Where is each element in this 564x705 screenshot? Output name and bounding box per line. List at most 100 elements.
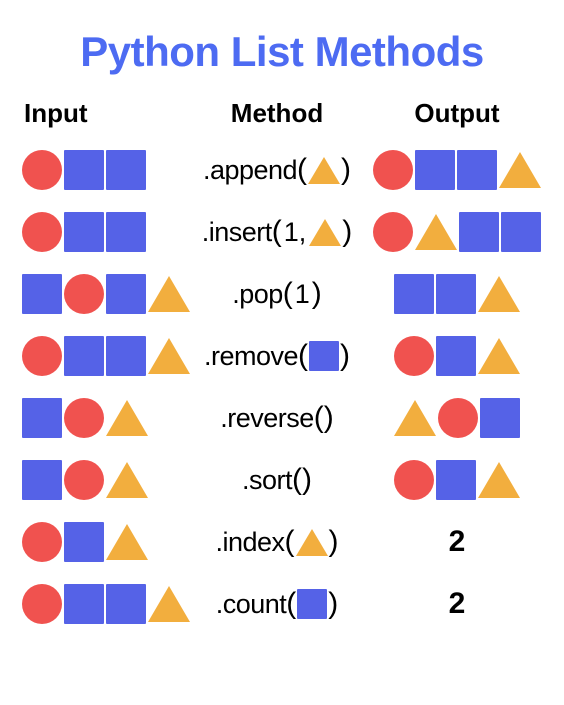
output-value: 2 [449, 587, 466, 621]
square-icon [480, 398, 520, 438]
circle-icon [22, 212, 62, 252]
square-icon [436, 460, 476, 500]
square-icon [459, 212, 499, 252]
table-row: .append() [22, 139, 542, 201]
circle-icon [22, 522, 62, 562]
input-cell [22, 336, 182, 376]
square-icon [106, 584, 146, 624]
method-name: .pop [232, 279, 283, 310]
method-name: .index [215, 527, 284, 558]
square-icon [64, 212, 104, 252]
table-row: .count() 2 [22, 573, 542, 635]
method-cell: .index() [182, 525, 372, 559]
square-icon [22, 398, 62, 438]
triangle-icon [394, 400, 436, 436]
triangle-icon [106, 524, 148, 560]
circle-icon [438, 398, 478, 438]
circle-icon [394, 460, 434, 500]
method-arg-shape [295, 529, 329, 556]
method-name: .sort [242, 465, 292, 496]
square-icon [309, 341, 339, 371]
circle-icon [64, 460, 104, 500]
square-icon [457, 150, 497, 190]
square-icon [297, 589, 327, 619]
table-row: .remove() [22, 325, 542, 387]
square-icon [394, 274, 434, 314]
triangle-icon [415, 214, 457, 250]
input-cell [22, 522, 182, 562]
open-paren-icon: ( [286, 587, 296, 621]
triangle-icon [309, 219, 341, 246]
open-paren-icon: ( [298, 339, 308, 373]
input-cell [22, 212, 182, 252]
close-paren-icon: ) [302, 463, 312, 497]
circle-icon [22, 336, 62, 376]
open-paren-icon: ( [297, 153, 307, 187]
close-paren-icon: ) [341, 153, 351, 187]
triangle-icon [499, 152, 541, 188]
close-paren-icon: ) [328, 587, 338, 621]
output-cell [372, 274, 542, 314]
method-cell: .count() [182, 587, 372, 621]
method-arg-text: 1, [282, 217, 309, 248]
input-cell [22, 150, 182, 190]
method-cell: .sort() [182, 463, 372, 497]
method-name: .append [203, 155, 297, 186]
output-cell [372, 398, 542, 438]
method-name: .remove [204, 341, 298, 372]
method-name: .reverse [220, 403, 314, 434]
square-icon [501, 212, 541, 252]
table-row: .index() 2 [22, 511, 542, 573]
square-icon [106, 150, 146, 190]
triangle-icon [106, 400, 148, 436]
square-icon [64, 584, 104, 624]
output-value: 2 [449, 525, 466, 559]
circle-icon [64, 274, 104, 314]
square-icon [436, 336, 476, 376]
input-cell [22, 398, 182, 438]
method-rows: .append().insert( 1, ).pop( 1 ).remove()… [22, 139, 542, 635]
triangle-icon [308, 157, 340, 184]
method-arg-shape [308, 219, 342, 246]
square-icon [106, 336, 146, 376]
method-cell: .pop( 1 ) [182, 277, 372, 311]
open-paren-icon: ( [283, 277, 293, 311]
square-icon [415, 150, 455, 190]
method-arg-shape [307, 157, 341, 184]
open-paren-icon: ( [285, 525, 295, 559]
header-input: Input [22, 98, 182, 129]
output-cell [372, 150, 542, 190]
close-paren-icon: ) [342, 215, 352, 249]
method-cell: .insert( 1, ) [182, 215, 372, 249]
open-paren-icon: ( [314, 401, 324, 435]
square-icon [22, 460, 62, 500]
open-paren-icon: ( [272, 215, 282, 249]
input-cell [22, 274, 182, 314]
method-cell: .reverse() [182, 401, 372, 435]
output-cell: 2 [372, 525, 542, 559]
input-cell [22, 584, 182, 624]
method-cell: .remove() [182, 339, 372, 373]
table-row: .reverse() [22, 387, 542, 449]
square-icon [64, 336, 104, 376]
output-cell [372, 460, 542, 500]
table-row: .pop( 1 ) [22, 263, 542, 325]
method-arg-shape [296, 589, 328, 619]
triangle-icon [296, 529, 328, 556]
square-icon [22, 274, 62, 314]
close-paren-icon: ) [312, 277, 322, 311]
close-paren-icon: ) [324, 401, 334, 435]
page-title: Python List Methods [22, 28, 542, 76]
open-paren-icon: ( [292, 463, 302, 497]
circle-icon [394, 336, 434, 376]
circle-icon [22, 584, 62, 624]
method-arg-text: 1 [293, 279, 312, 310]
square-icon [64, 150, 104, 190]
square-icon [106, 274, 146, 314]
header-method: Method [182, 98, 372, 129]
method-name: .count [216, 589, 287, 620]
infographic-page: Python List Methods Input Method Output … [0, 0, 564, 655]
output-cell: 2 [372, 587, 542, 621]
input-cell [22, 460, 182, 500]
triangle-icon [478, 462, 520, 498]
